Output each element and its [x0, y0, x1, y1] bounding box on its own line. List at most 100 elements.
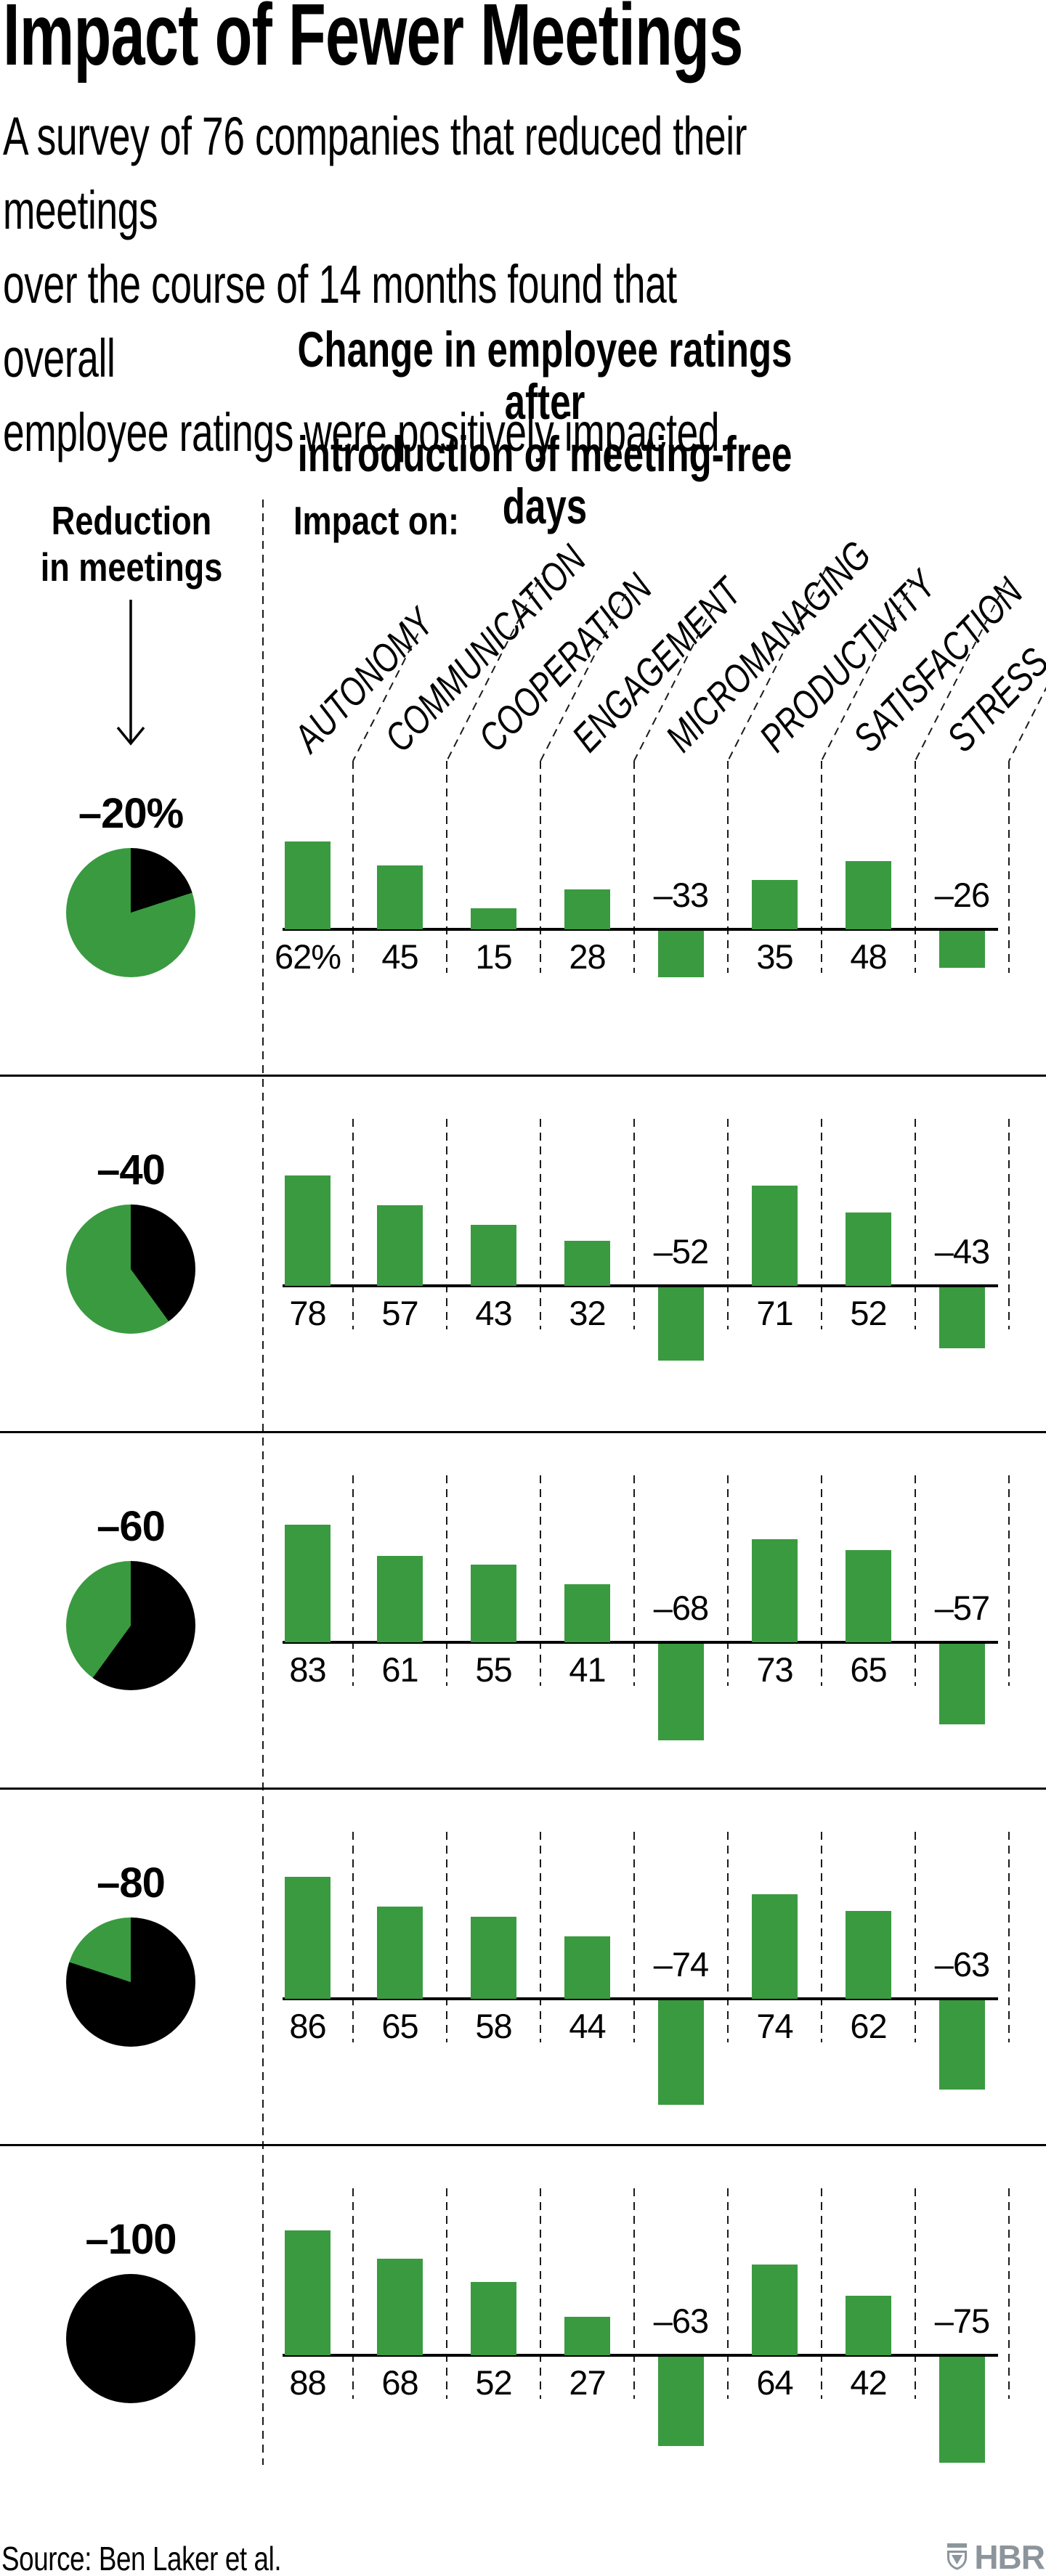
bar-stress: [939, 931, 985, 968]
bar-productivity: [752, 879, 798, 929]
column-separator-dashed-line: [727, 1119, 729, 1329]
column-separator-dashed-line: [1008, 1119, 1010, 1329]
column-separator-dashed-line: [727, 1475, 729, 1686]
bar-satisfaction: [846, 1212, 891, 1286]
column-separator-dashed-line: [821, 1832, 822, 2042]
bar-cooperation: [471, 1225, 516, 1286]
column-separator-dashed-line: [446, 1832, 447, 2042]
bar-value-label: 62: [850, 2007, 887, 2045]
reduction-pie-chart: [66, 848, 195, 977]
row-separator-line: [0, 1788, 1046, 1790]
reduction-pie-chart: [66, 1917, 195, 2047]
bar-value-label: 27: [569, 2363, 606, 2402]
column-separator-dashed-line: [821, 1119, 822, 1329]
row-separator-line: [0, 1075, 1046, 1077]
bar-communication: [377, 1205, 423, 1286]
column-separator-dashed-line: [352, 761, 354, 973]
bar-value-label: 43: [475, 1294, 512, 1332]
column-separator-dashed-line: [352, 2188, 354, 2399]
reduction-pie-chart: [66, 2274, 195, 2403]
bar-productivity: [752, 2265, 798, 2355]
bar-value-label: –43: [934, 1232, 990, 1271]
bar-autonomy: [285, 841, 331, 929]
hbr-logo: HBR: [946, 2540, 1045, 2574]
column-separator-dashed-line: [633, 1475, 635, 1686]
column-separator-dashed-line: [540, 761, 541, 973]
column-separator-dashed-line: [727, 761, 729, 973]
row-separator-line: [0, 1431, 1046, 1433]
bar-autonomy: [285, 1175, 331, 1286]
bar-engagement: [564, 889, 610, 929]
bar-value-label: 64: [756, 2363, 793, 2402]
bar-micromanaging: [658, 2357, 704, 2446]
row-separator-line: [0, 2144, 1046, 2146]
zero-baseline: [283, 1641, 998, 1644]
zero-baseline: [283, 928, 998, 931]
bar-value-label: 32: [569, 1294, 606, 1332]
column-separator-dashed-line: [633, 1832, 635, 2042]
bar-stress: [939, 2000, 985, 2090]
bar-stress: [939, 1644, 985, 1725]
bar-cooperation: [471, 1916, 516, 1999]
column-separator-dashed-line: [821, 1475, 822, 1686]
column-separator-dashed-line: [540, 1475, 541, 1686]
bar-value-label: 48: [850, 937, 887, 976]
bar-satisfaction: [846, 861, 891, 929]
bar-value-label: 88: [289, 2363, 326, 2402]
column-separator-dashed-line: [915, 1832, 916, 2042]
bar-satisfaction: [846, 1550, 891, 1642]
bar-value-label: 41: [569, 1650, 606, 1689]
bar-value-label: 57: [381, 1294, 418, 1332]
column-separator-dashed-line: [1008, 1475, 1010, 1686]
column-separator-dashed-line: [352, 1832, 354, 2042]
bar-value-label: –63: [653, 2302, 709, 2340]
column-separator-dashed-line: [1008, 1832, 1010, 2042]
row-label: –100: [85, 2216, 177, 2263]
column-separator-dashed-line: [821, 761, 822, 973]
bar-engagement: [564, 2317, 610, 2355]
bar-value-label: –63: [934, 1945, 990, 1984]
zero-baseline: [283, 1284, 998, 1287]
bar-autonomy: [285, 1877, 331, 1999]
reduction-pie-chart: [66, 1561, 195, 1690]
reduction-pie-chart: [66, 1205, 195, 1334]
row-label: –80: [97, 1859, 166, 1907]
bar-communication: [377, 1907, 423, 1999]
bar-productivity: [752, 1185, 798, 1286]
bar-value-label: 86: [289, 2007, 326, 2045]
bar-value-label: 73: [756, 1650, 793, 1689]
column-separator-dashed-line: [915, 2188, 916, 2399]
hbr-shield-icon: [947, 2543, 968, 2570]
bar-value-label: 55: [475, 1650, 512, 1689]
impact-on-label: Impact on:: [293, 498, 460, 543]
column-separator-dashed-line: [633, 761, 635, 973]
bar-productivity: [752, 1538, 798, 1642]
bar-value-label: –33: [653, 876, 709, 914]
row-label: –20%: [78, 790, 184, 837]
row-axis-label: Reduction in meetings: [40, 498, 223, 590]
column-separator-dashed-line: [821, 2188, 822, 2399]
column-separator-dashed-line: [633, 2188, 635, 2399]
bar-communication: [377, 2259, 423, 2355]
chart-heading: Change in employee ratings after introdu…: [297, 322, 792, 534]
source-note: Source: Ben Laker et al.: [1, 2540, 282, 2576]
column-separator-dashed-line: [352, 1475, 354, 1686]
page-title: Impact of Fewer Meetings: [3, 0, 743, 83]
row-label: –40: [97, 1146, 166, 1194]
bar-value-label: –52: [653, 1232, 709, 1271]
bar-value-label: –57: [934, 1589, 990, 1627]
bar-value-label: 71: [756, 1294, 793, 1332]
axis-divider-dashed-line: [262, 500, 264, 2465]
column-separator-dashed-line: [540, 1119, 541, 1329]
zero-baseline: [283, 1997, 998, 2000]
bar-value-label: 28: [569, 937, 606, 976]
bar-value-label: 78: [289, 1294, 326, 1332]
bar-value-label: 65: [381, 2007, 418, 2045]
bar-micromanaging: [658, 2000, 704, 2106]
column-separator-dashed-line: [1008, 2188, 1010, 2399]
column-separator-dashed-line: [915, 1475, 916, 1686]
bar-stress: [939, 1287, 985, 1348]
bar-value-label: 52: [475, 2363, 512, 2402]
bar-value-label: 68: [381, 2363, 418, 2402]
